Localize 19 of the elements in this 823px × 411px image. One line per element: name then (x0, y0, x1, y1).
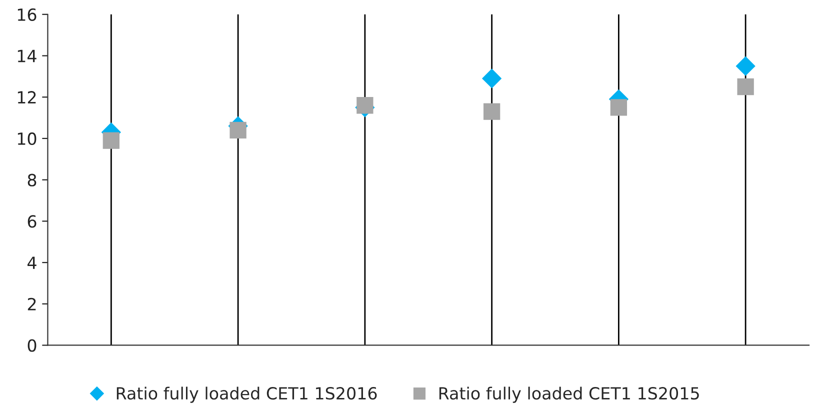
y-tick-label: 12 (18, 91, 36, 104)
y-tick-label: 2 (28, 298, 36, 310)
y-tick-label: 8 (28, 174, 36, 186)
y-tick-label: 4 (28, 256, 36, 269)
point (610, 99, 628, 116)
point (737, 78, 754, 96)
point (356, 97, 374, 114)
y-tick-label: 6 (28, 215, 36, 228)
point (483, 103, 500, 120)
point (230, 122, 246, 139)
point (102, 132, 120, 149)
y-tick-label: 0 (28, 339, 36, 352)
legend-label: Ratio fully loaded CET1 1S2015 (439, 386, 699, 403)
y-tick-label: 14 (18, 50, 36, 62)
y-tick-label: 16 (18, 8, 36, 21)
point (736, 56, 756, 76)
y-tick-label: 10 (18, 132, 36, 146)
point (482, 68, 502, 88)
legend-label: Ratio fully loaded CET1 1S2016 (116, 386, 377, 403)
